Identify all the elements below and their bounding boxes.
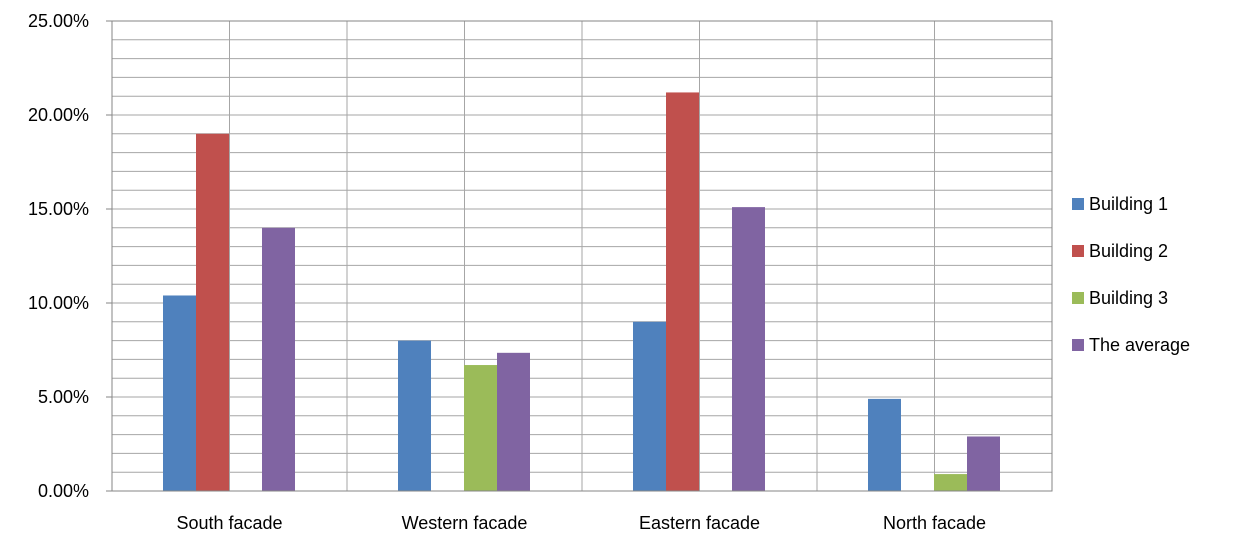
grid-layer bbox=[112, 21, 1052, 491]
plot-area-border bbox=[111, 20, 1053, 492]
bar-the-average bbox=[732, 207, 765, 491]
legend: Building 1 Building 2 Building 3 The averag… bbox=[1072, 194, 1190, 355]
bar-building-3 bbox=[464, 365, 497, 491]
legend-swatch bbox=[1072, 198, 1084, 210]
legend-swatch bbox=[1072, 245, 1084, 257]
x-category-label: Western facade bbox=[402, 513, 528, 533]
x-category-label: North facade bbox=[883, 513, 986, 533]
legend-label: Building 1 bbox=[1089, 194, 1168, 214]
y-tick-label: 15.00% bbox=[28, 199, 89, 219]
legend-swatch bbox=[1072, 339, 1084, 351]
legend-label: Building 3 bbox=[1089, 288, 1168, 308]
legend-label: Building 2 bbox=[1089, 241, 1168, 261]
axis-layer: 0.00% 5.00% 10.00% 15.00% 20.00% 25.00% South … bbox=[28, 11, 1053, 533]
bar-building-1 bbox=[868, 398, 901, 491]
x-category-label: Eastern facade bbox=[639, 513, 760, 533]
bar-building-2 bbox=[666, 92, 699, 491]
bar-the-average bbox=[967, 436, 1000, 491]
bar-building-1 bbox=[633, 321, 666, 491]
bars-layer bbox=[163, 92, 1000, 492]
y-tick-label: 5.00% bbox=[38, 387, 89, 407]
y-tick-label: 10.00% bbox=[28, 293, 89, 313]
bar-building-3 bbox=[934, 474, 967, 491]
bar-building-1 bbox=[398, 340, 431, 491]
legend-label: The average bbox=[1089, 335, 1190, 355]
bar-the-average bbox=[262, 227, 295, 492]
x-category-label: South facade bbox=[176, 513, 282, 533]
bar-building-1 bbox=[163, 295, 196, 491]
y-tick-label: 25.00% bbox=[28, 11, 89, 31]
bar-the-average bbox=[497, 352, 530, 491]
bar-building-2 bbox=[196, 133, 229, 492]
y-tick-label: 20.00% bbox=[28, 105, 89, 125]
y-tick-label: 0.00% bbox=[38, 481, 89, 501]
legend-swatch bbox=[1072, 292, 1084, 304]
